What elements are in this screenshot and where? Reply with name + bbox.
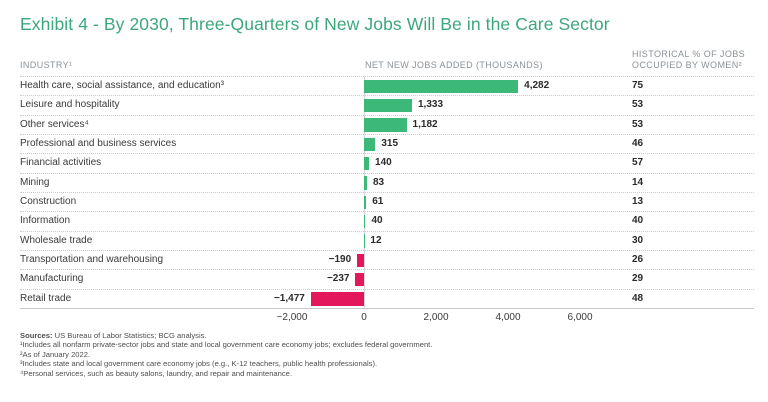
percent-women-value: 26 <box>632 253 644 265</box>
positive-bar <box>364 195 367 209</box>
industry-label: Health care, social assistance, and educ… <box>20 80 225 91</box>
sources-label: Sources: <box>20 331 53 340</box>
percent-women-value: 53 <box>632 118 644 130</box>
positive-bar <box>364 215 366 229</box>
percent-women-value: 14 <box>632 176 644 188</box>
value-label: −1,477 <box>273 292 305 304</box>
value-label: −237 <box>326 273 350 285</box>
industry-label: Professional and business services <box>20 137 177 149</box>
industry-label: Information <box>20 215 71 227</box>
footnotes: Sources: US Bureau of Labor Statistics; … <box>20 331 432 378</box>
industry-label: Leisure and hospitality <box>20 99 120 111</box>
negative-bar <box>310 292 364 306</box>
table-row: Manufacturing −237 29 <box>20 269 754 288</box>
sources-text: US Bureau of Labor Statistics; BCG analy… <box>52 331 207 340</box>
value-label: 140 <box>375 157 392 169</box>
positive-bar <box>364 137 376 151</box>
x-axis-tick-label: −2,000 <box>276 312 308 323</box>
chart-rows: Health care, social assistance, and educ… <box>20 76 754 308</box>
industry-label: Wholesale trade <box>20 234 93 246</box>
table-row: Mining 83 14 <box>20 172 754 192</box>
table-row: Transportation and warehousing −190 26 <box>20 249 754 269</box>
percent-women-value: 57 <box>632 157 644 169</box>
industry-label: Financial activities <box>20 157 102 169</box>
percent-women-value: 75 <box>632 80 644 91</box>
percent-women-value: 30 <box>632 234 644 246</box>
percent-women-value: 46 <box>632 137 644 149</box>
x-axis-tick-label: 4,000 <box>495 312 521 323</box>
percent-women-value: 53 <box>632 99 644 111</box>
positive-bar <box>364 99 412 113</box>
table-row: Retail trade −1,477 48 <box>20 288 754 308</box>
value-label: 12 <box>370 234 382 246</box>
value-label: 1,182 <box>412 118 438 130</box>
table-row: Information 40 40 <box>20 211 754 230</box>
table-row: Health care, social assistance, and educ… <box>20 76 754 95</box>
positive-bar <box>364 118 407 132</box>
column-header-percent-women-line1: HISTORICAL % OF JOBS <box>632 49 746 59</box>
value-label: 40 <box>371 215 383 227</box>
table-row: Wholesale trade 12 30 <box>20 230 754 250</box>
industry-label: Transportation and warehousing <box>20 253 164 265</box>
x-axis-tick-label: 2,000 <box>423 312 449 323</box>
positive-bar <box>364 79 519 93</box>
sources-line: Sources: US Bureau of Labor Statistics; … <box>20 331 432 340</box>
positive-bar <box>364 176 367 190</box>
column-header-percent-women: HISTORICAL % OF JOBS OCCUPIED BY WOMEN² <box>632 49 745 70</box>
x-axis-line <box>20 308 754 309</box>
value-label: 1,333 <box>417 99 444 111</box>
value-label: 61 <box>372 195 384 207</box>
exhibit-title: Exhibit 4 - By 2030, Three-Quarters of N… <box>20 14 610 34</box>
table-row: Financial activities 140 57 <box>20 153 754 172</box>
table-row: Leisure and hospitality 1,333 53 <box>20 95 754 114</box>
value-label: 83 <box>372 176 385 188</box>
percent-women-value: 13 <box>632 195 644 207</box>
industry-label: Retail trade <box>20 292 72 304</box>
footnote-line: ³Includes state and local government car… <box>20 359 378 369</box>
column-header-industry: INDUSTRY¹ <box>20 60 73 70</box>
footnote-line: ²As of January 2022. <box>20 349 91 359</box>
industry-label: Manufacturing <box>20 273 84 285</box>
footnote-line: ¹Includes all nonfarm private-sector job… <box>20 340 433 350</box>
percent-women-value: 48 <box>632 292 644 304</box>
industry-label: Other services⁴ <box>20 118 89 130</box>
value-label: 4,282 <box>524 80 550 91</box>
x-axis-tick-label: 0 <box>361 312 367 323</box>
table-row: Professional and business services 315 46 <box>20 133 754 153</box>
x-axis-tick-label: 6,000 <box>567 312 593 323</box>
footnotes-list: ¹Includes all nonfarm private-sector job… <box>20 340 432 378</box>
column-header-net-new-jobs: NET NEW JOBS ADDED (THOUSANDS) <box>365 60 543 70</box>
positive-bar <box>364 157 370 171</box>
column-header-percent-women-line2: OCCUPIED BY WOMEN² <box>632 59 743 70</box>
negative-bar <box>357 253 364 267</box>
negative-bar <box>355 273 364 287</box>
value-label: −190 <box>328 253 352 265</box>
industry-label: Construction <box>20 195 77 207</box>
percent-women-value: 40 <box>632 215 644 227</box>
table-row: Other services⁴ 1,182 53 <box>20 114 754 134</box>
table-row: Construction 61 13 <box>20 191 754 211</box>
footnote-line: ⁴Personal services, such as beauty salon… <box>20 368 293 378</box>
value-label: 315 <box>381 137 399 149</box>
percent-women-value: 29 <box>632 273 644 285</box>
industry-label: Mining <box>20 176 50 188</box>
